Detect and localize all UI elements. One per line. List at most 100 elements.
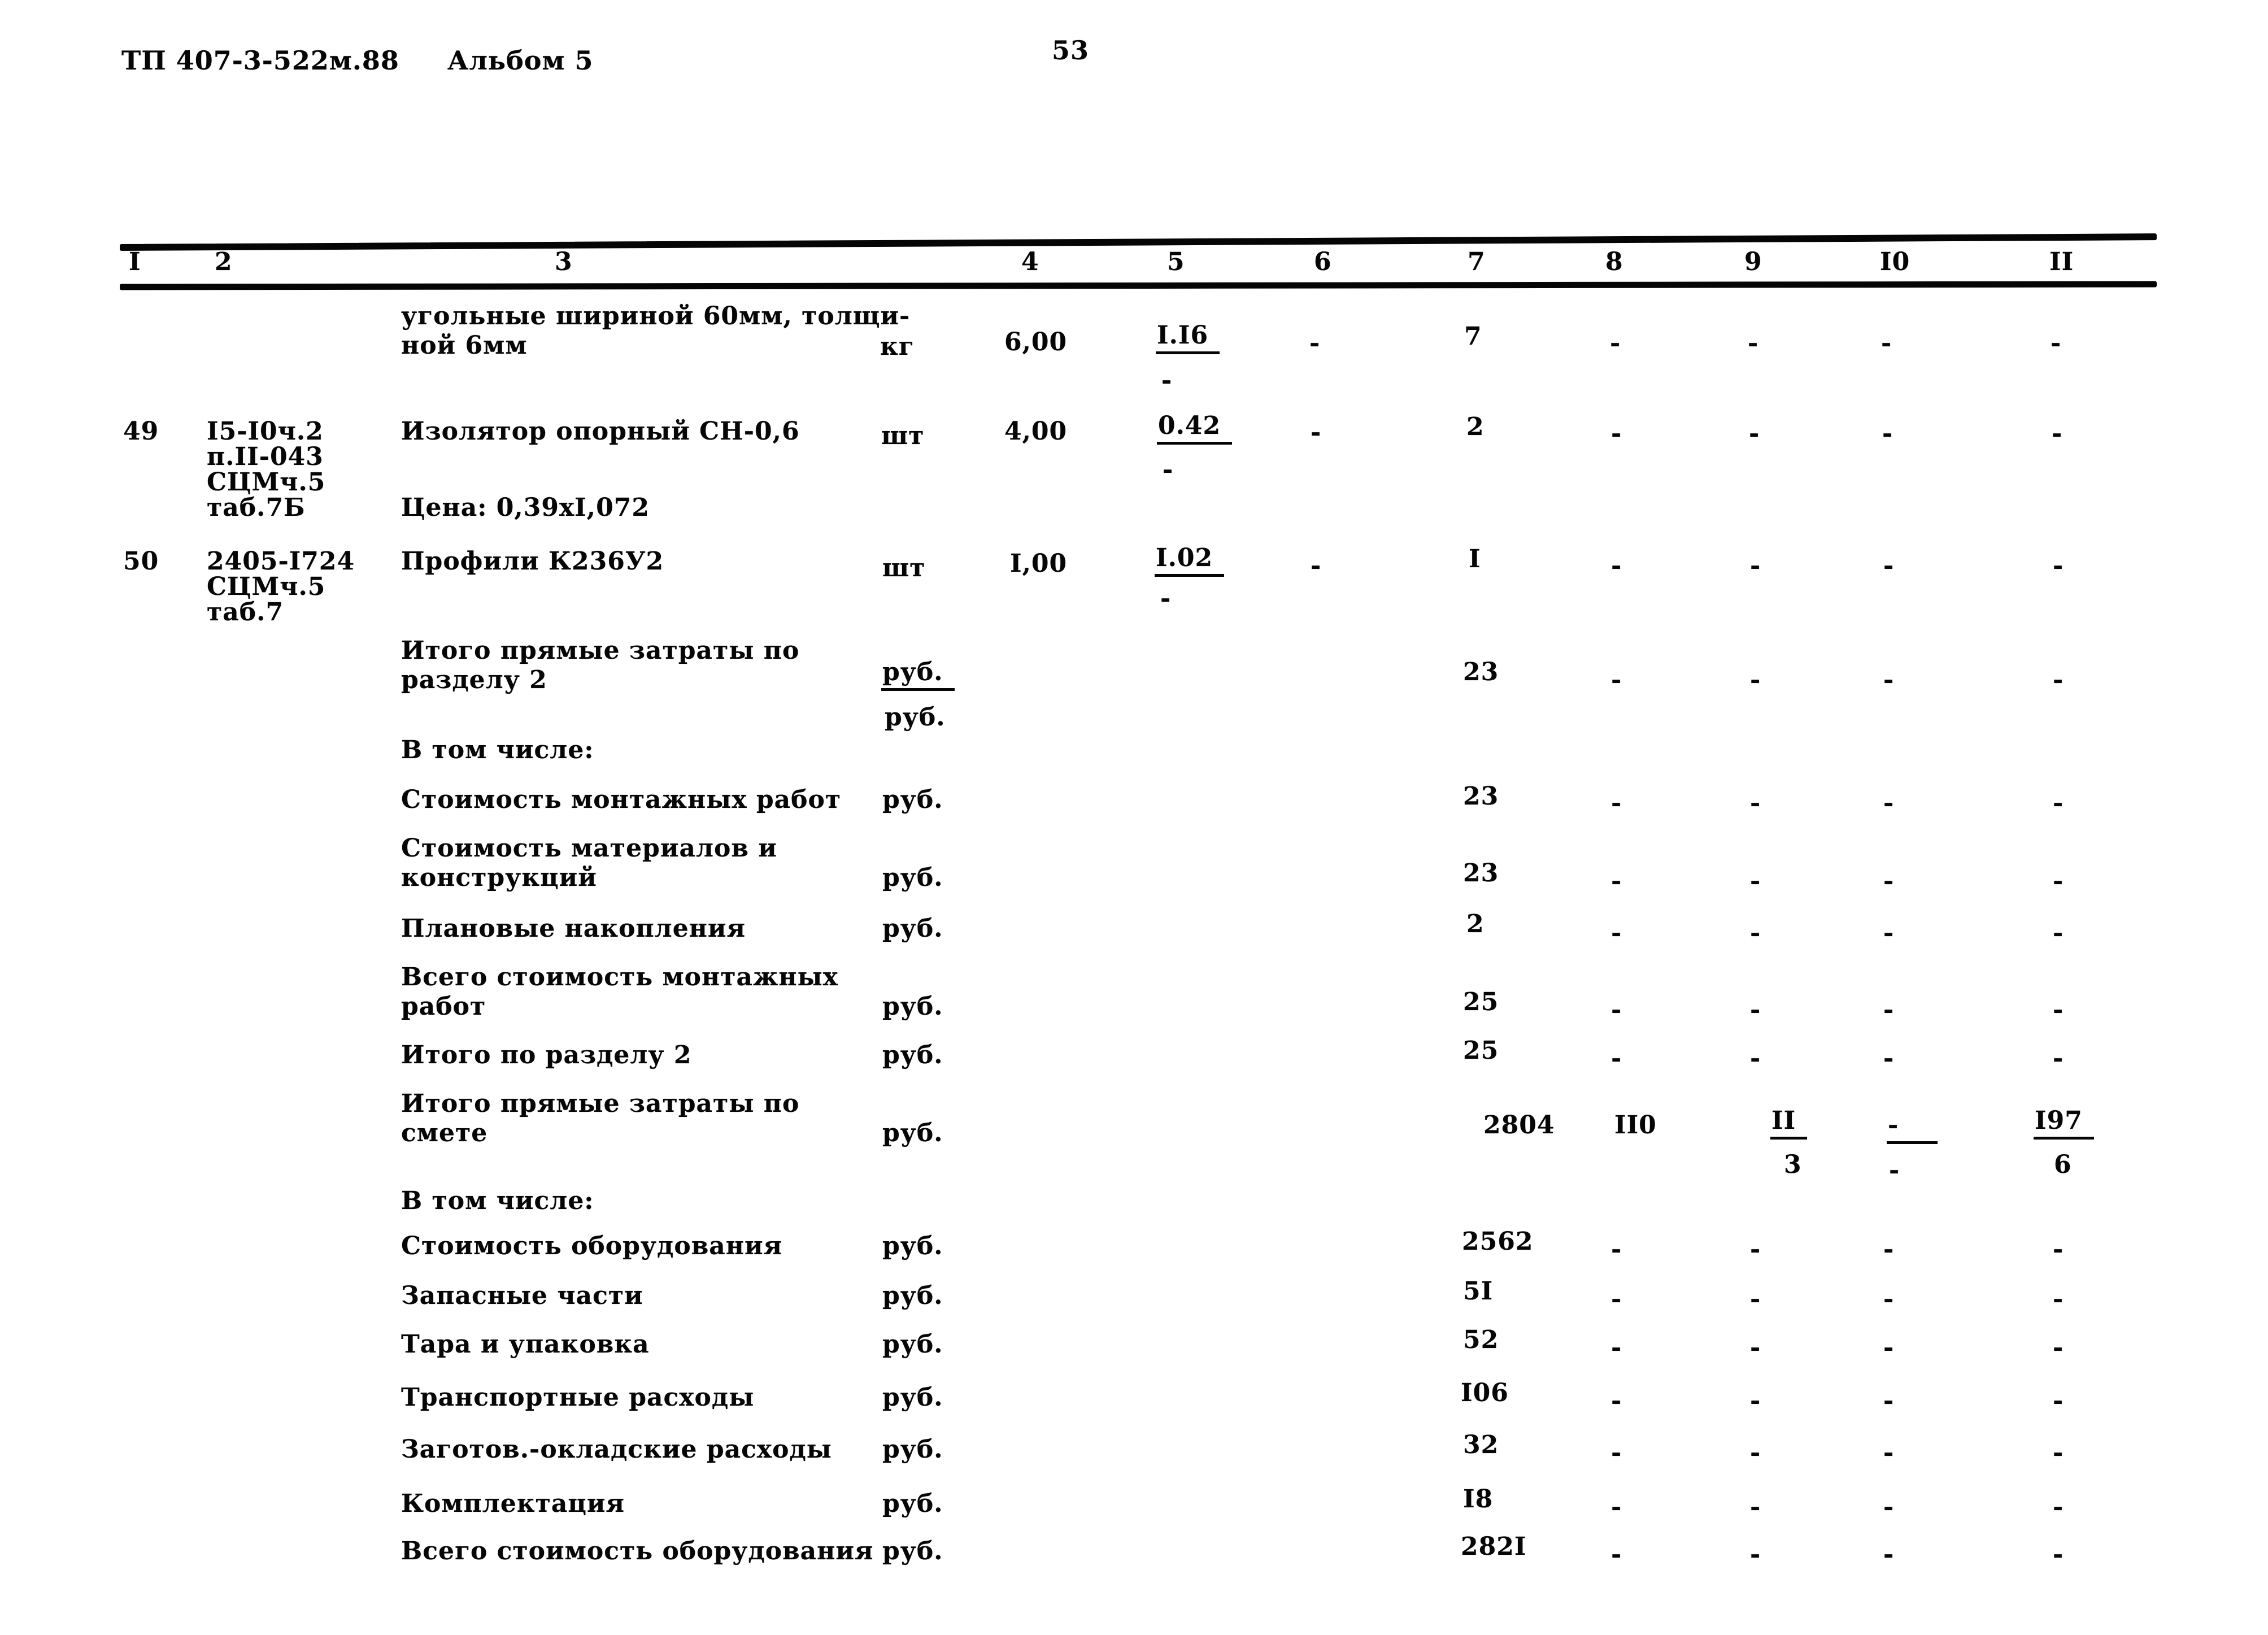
ref-line: таб.7 xyxy=(207,598,284,627)
dash-cell: - xyxy=(1750,1438,1761,1467)
unit-cell: кг xyxy=(880,332,915,361)
value-cell: I xyxy=(1469,545,1481,573)
value-cell: 25 xyxy=(1463,1036,1499,1065)
price-dash: - xyxy=(1160,584,1172,613)
unit-cell: руб. xyxy=(882,1041,943,1069)
value-cell: 5I xyxy=(1463,1277,1494,1306)
summary-label: Итого прямые затраты по xyxy=(401,1089,800,1118)
unit-cell: шт xyxy=(882,554,926,582)
dash-cell: - xyxy=(2051,329,2062,358)
summary-label: Тара и упаковка xyxy=(401,1330,650,1359)
dash-cell: - xyxy=(1750,551,1761,580)
dash-cell: - xyxy=(1883,919,1895,947)
item-name: Изолятор опорный СН-0,6 xyxy=(401,417,800,446)
summary-label: Комплектация xyxy=(401,1489,625,1518)
dash-cell: - xyxy=(1611,1386,1622,1415)
dash-cell: - xyxy=(2053,919,2064,947)
price-cell: I.02 xyxy=(1155,543,1225,577)
dash-cell: - xyxy=(1611,419,1622,448)
column-header-7: 7 xyxy=(1468,247,1486,276)
dash-cell: - xyxy=(1883,1493,1895,1521)
dash-cell: - xyxy=(2052,419,2063,448)
dash-cell: - xyxy=(1610,329,1621,358)
unit-cell: шт xyxy=(881,421,925,450)
summary-label: Запасные части xyxy=(401,1281,643,1310)
dash-cell: - xyxy=(2053,789,2064,818)
unit-cell: руб. xyxy=(881,658,955,691)
unit-cell: руб. xyxy=(885,703,946,732)
qty-cell: 4,00 xyxy=(1004,417,1068,446)
dash-cell: - xyxy=(1883,995,1895,1024)
unit-cell: руб. xyxy=(882,863,943,892)
dash-cell: - xyxy=(1881,329,1892,358)
unit-cell: руб. xyxy=(882,785,943,814)
dash-cell: - xyxy=(2053,1333,2064,1362)
dash-cell: - xyxy=(1750,867,1761,895)
dash-cell: - xyxy=(1883,551,1895,580)
dash-cell: - xyxy=(2053,995,2064,1024)
price-cell: 0.42 xyxy=(1157,411,1233,445)
summary-label: Транспортные расходы xyxy=(401,1383,755,1412)
column-header-4: 4 xyxy=(1021,247,1039,276)
value-cell: 2804 xyxy=(1483,1111,1555,1140)
dash-cell: - xyxy=(1750,1386,1761,1415)
value-cell: 32 xyxy=(1463,1430,1499,1459)
value-cell: I97 xyxy=(2034,1106,2094,1140)
dash-cell: - xyxy=(1311,551,1322,580)
dash-cell: - xyxy=(1750,1493,1761,1521)
item-name: ной 6мм xyxy=(401,331,528,360)
album-label: Альбом 5 xyxy=(447,45,594,76)
value-cell: 2 xyxy=(1466,412,1485,441)
dash-cell: - xyxy=(1750,995,1761,1024)
dash-cell: - xyxy=(1611,1333,1622,1362)
unit-cell: руб. xyxy=(882,914,943,943)
dash-cell: - xyxy=(1611,995,1622,1024)
ref-line: I5-I0ч.2 xyxy=(207,417,324,446)
ref-line: СЦМч.5 xyxy=(207,468,326,497)
dash-cell: - xyxy=(1750,1235,1761,1264)
value-cell: II0 xyxy=(1614,1111,1657,1140)
dash-cell: - xyxy=(2053,1285,2064,1314)
price-dash: - xyxy=(1161,366,1173,395)
dash-cell: - xyxy=(1611,1493,1622,1521)
value-cell: 23 xyxy=(1463,859,1499,888)
column-header-2: 2 xyxy=(215,247,233,276)
unit-cell: руб. xyxy=(882,1232,943,1260)
dash-cell: - xyxy=(1750,1333,1761,1362)
value-cell: I8 xyxy=(1463,1485,1494,1514)
page-number: 53 xyxy=(1052,35,1090,66)
dash-cell: - xyxy=(1749,419,1760,448)
column-header-11: II xyxy=(2049,247,2074,276)
doc-code: ТП 407-3-522м.88 xyxy=(121,45,399,76)
summary-label: смете xyxy=(401,1119,488,1147)
row-number: 50 xyxy=(123,547,159,576)
summary-label: Итого прямые затраты по xyxy=(401,636,800,665)
value-cell: 23 xyxy=(1463,782,1499,811)
value-cell: 3 xyxy=(1784,1150,1802,1179)
table-header-rule xyxy=(119,281,2157,290)
price-dash: - xyxy=(1163,455,1174,484)
column-header-5: 5 xyxy=(1167,247,1185,276)
section-label: В том числе: xyxy=(401,736,594,764)
dash-cell: - xyxy=(1750,666,1761,694)
dash-cell: - xyxy=(1883,789,1895,818)
dash-cell: - xyxy=(1882,419,1893,448)
dash-cell: - xyxy=(2053,867,2064,895)
price-cell: I.I6 xyxy=(1156,321,1220,354)
dash-cell: - xyxy=(1883,1540,1895,1569)
dash-cell: - xyxy=(1311,418,1322,447)
dash-cell: - xyxy=(1887,1111,1938,1144)
dash-cell: - xyxy=(1750,1044,1761,1073)
unit-cell: руб. xyxy=(882,1383,943,1412)
value-cell: 52 xyxy=(1463,1325,1499,1354)
dash-cell: - xyxy=(1883,666,1895,694)
dash-cell: - xyxy=(1889,1156,1900,1185)
summary-label: работ xyxy=(401,992,486,1021)
dash-cell: - xyxy=(1611,789,1622,818)
column-header-3: 3 xyxy=(555,247,573,276)
dash-cell: - xyxy=(2053,1235,2064,1264)
qty-cell: I,00 xyxy=(1010,549,1068,578)
unit-cell: руб. xyxy=(882,992,943,1021)
column-header-1: I xyxy=(129,247,141,276)
